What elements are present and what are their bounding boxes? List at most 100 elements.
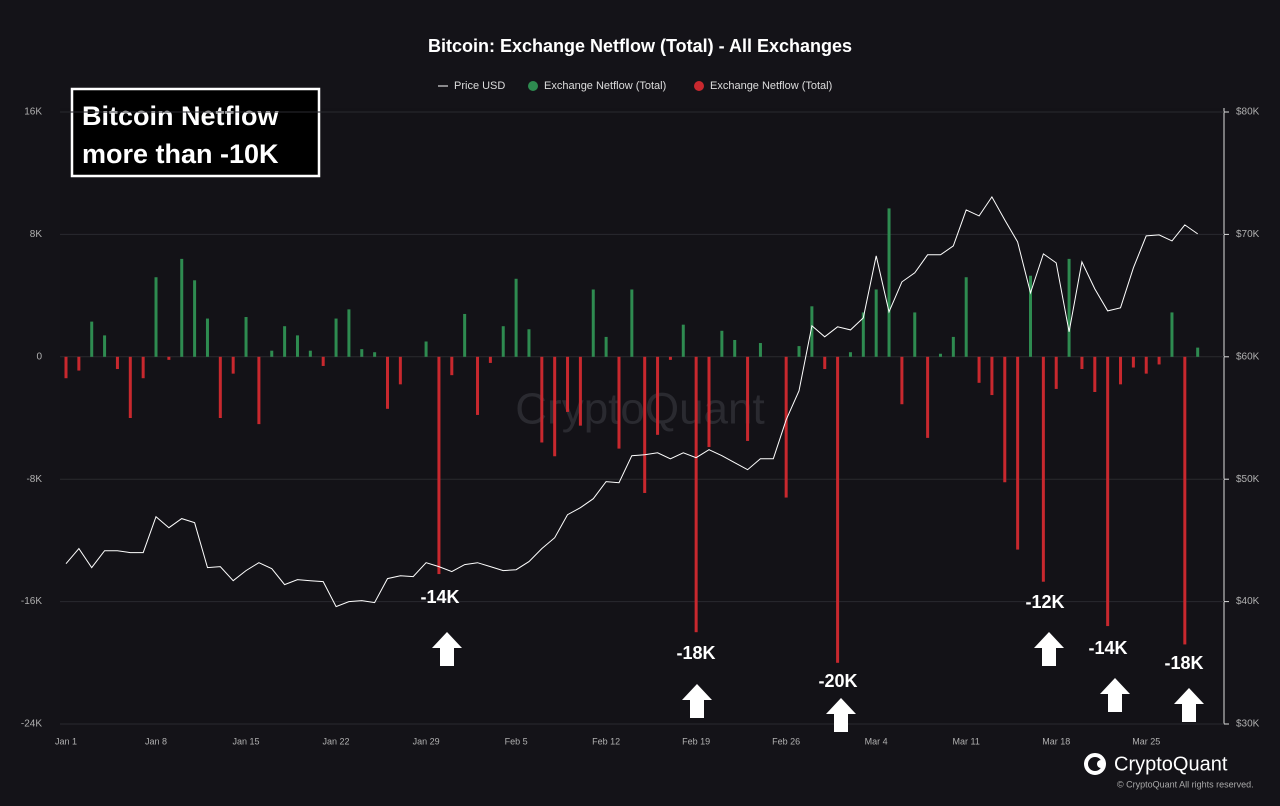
x-tick-label: Jan 15 — [233, 736, 260, 746]
bar — [810, 306, 814, 357]
bar — [334, 318, 338, 357]
bar — [823, 356, 827, 370]
y2-tick-label: $70K — [1236, 229, 1260, 240]
x-tick-label: Jan 22 — [323, 736, 350, 746]
annotation-arrow — [826, 698, 856, 732]
bar — [218, 356, 222, 418]
x-tick-label: Feb 12 — [592, 736, 620, 746]
bar — [386, 356, 389, 409]
y2-tick-label: $50K — [1236, 474, 1260, 485]
bar — [77, 356, 81, 371]
bar — [1183, 356, 1187, 645]
x-tick-label: Feb 5 — [505, 736, 528, 746]
bar — [488, 356, 492, 363]
bar — [501, 326, 505, 357]
bar — [1144, 356, 1148, 374]
x-tick-label: Jan 29 — [413, 736, 440, 746]
bar — [681, 324, 685, 357]
bar — [1106, 356, 1110, 627]
annotation-arrow — [682, 684, 712, 718]
bar — [707, 356, 711, 448]
bar — [578, 356, 582, 426]
bar — [1131, 356, 1135, 368]
bar — [604, 336, 608, 357]
plot-area — [60, 108, 1224, 724]
bar — [900, 356, 904, 405]
y-tick-label: -24K — [21, 719, 42, 730]
x-tick-label: Jan 8 — [145, 736, 167, 746]
bar — [128, 356, 132, 418]
annotation-label: -12K — [1025, 592, 1064, 612]
callout-box — [70, 87, 321, 178]
bar — [630, 289, 634, 357]
x-tick-label: Mar 11 — [953, 736, 980, 746]
bar — [964, 277, 968, 357]
bar — [746, 356, 750, 441]
bar — [643, 356, 647, 493]
bar — [1054, 356, 1058, 389]
bar — [990, 356, 994, 396]
x-tick-label: Jan 1 — [55, 736, 77, 746]
bar — [154, 277, 158, 357]
watermark: CryptoQuant — [515, 385, 764, 434]
legend-icon — [528, 81, 538, 91]
bar — [1029, 275, 1032, 357]
bar — [1170, 312, 1174, 357]
bar — [874, 289, 878, 357]
bar — [566, 356, 570, 412]
bar — [64, 356, 68, 379]
brand-name: CryptoQuant — [1114, 753, 1228, 775]
y-tick-label: 0 — [36, 351, 42, 362]
brand: CryptoQuant © CryptoQuant All rights res… — [1084, 753, 1254, 789]
bar — [668, 356, 672, 360]
bar — [1119, 356, 1123, 385]
annotation-arrow — [432, 632, 462, 666]
x-tick-label: Feb 26 — [772, 736, 800, 746]
bar — [295, 335, 299, 357]
bar — [977, 356, 981, 383]
bar — [784, 356, 788, 498]
y-tick-label: -8K — [26, 474, 42, 485]
annotation-label: -14K — [1088, 638, 1127, 658]
bar — [231, 356, 235, 374]
chart-title: Bitcoin: Exchange Netflow (Total) - All … — [428, 36, 852, 56]
bar — [308, 350, 312, 357]
bar — [848, 352, 852, 357]
y2-tick-label: $60K — [1236, 351, 1260, 362]
y2-tick-label: $30K — [1236, 719, 1260, 730]
annotation-label: -14K — [420, 587, 459, 607]
annotation-arrow — [1034, 632, 1064, 666]
y2-tick-label: $40K — [1236, 596, 1260, 607]
x-tick-label: Feb 19 — [682, 736, 710, 746]
bar — [450, 356, 454, 376]
bar — [1067, 258, 1071, 357]
bar — [360, 349, 364, 357]
legend-icon — [694, 81, 704, 91]
bar — [141, 356, 145, 379]
y-tick-label: -16K — [21, 596, 42, 607]
x-tick-label: Mar 4 — [865, 736, 888, 746]
bar — [193, 280, 197, 357]
annotation-arrow — [1174, 688, 1204, 722]
bar — [90, 321, 94, 357]
y2-tick-label: $80K — [1236, 107, 1260, 118]
legend-label: Price USD — [454, 80, 505, 92]
bar — [424, 341, 428, 357]
callout-text: more than -10K — [82, 139, 279, 169]
bar — [527, 329, 531, 357]
legend-label: Exchange Netflow (Total) — [544, 80, 666, 92]
callout-text: Bitcoin Netflow — [82, 101, 279, 131]
y-tick-label: 16K — [24, 107, 42, 118]
bar — [758, 343, 762, 357]
y-tick-label: 8K — [30, 229, 43, 240]
bar — [720, 330, 724, 357]
bar — [115, 356, 119, 370]
bar — [437, 356, 441, 575]
bar — [103, 335, 107, 357]
bar — [733, 339, 737, 357]
bar — [656, 356, 660, 435]
bar — [463, 313, 467, 357]
bar — [1016, 356, 1020, 550]
bar — [1003, 356, 1007, 483]
